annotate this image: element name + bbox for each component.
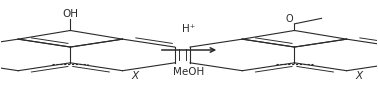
Text: H⁺: H⁺ <box>182 24 196 34</box>
Text: X: X <box>132 72 139 82</box>
Text: MeOH: MeOH <box>174 67 204 77</box>
Text: OH: OH <box>62 9 78 19</box>
Text: X: X <box>356 72 363 82</box>
Text: O: O <box>285 14 293 24</box>
